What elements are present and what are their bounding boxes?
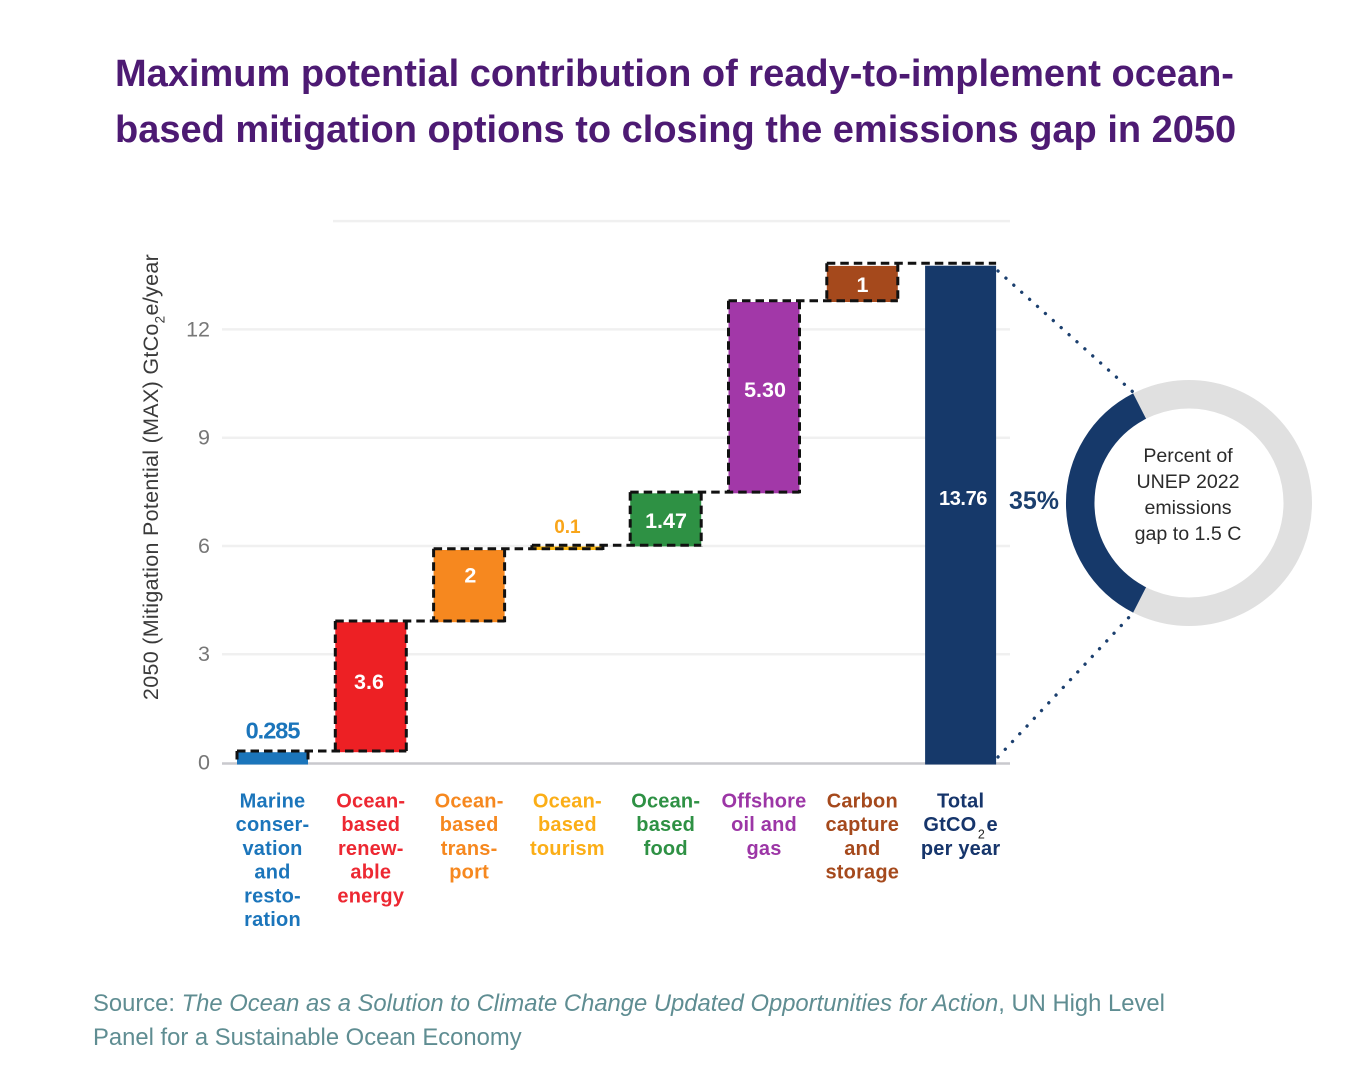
- svg-text:UNEP 2022: UNEP 2022: [1136, 471, 1239, 493]
- svg-text:0.285: 0.285: [246, 718, 301, 744]
- svg-text:3: 3: [198, 642, 210, 666]
- svg-text:Percent of: Percent of: [1143, 445, 1233, 467]
- svg-text:0.1: 0.1: [554, 517, 581, 538]
- svg-text:3.6: 3.6: [354, 670, 384, 694]
- svg-text:5.30: 5.30: [744, 378, 786, 402]
- svg-text:0: 0: [198, 751, 210, 775]
- svg-text:9: 9: [198, 426, 210, 450]
- svg-text:13.76: 13.76: [939, 488, 987, 510]
- svg-text:12: 12: [186, 317, 210, 341]
- svg-text:35%: 35%: [1009, 487, 1059, 515]
- svg-text:emissions: emissions: [1144, 497, 1231, 519]
- svg-text:gap to 1.5 C: gap to 1.5 C: [1135, 523, 1242, 545]
- svg-text:2050 (Mitigation Potential (MA: 2050 (Mitigation Potential (MAX) GtCo2e/…: [139, 254, 168, 700]
- svg-text:6: 6: [198, 534, 210, 558]
- svg-text:1: 1: [857, 273, 869, 297]
- svg-text:1.47: 1.47: [645, 509, 687, 533]
- svg-text:2: 2: [464, 564, 476, 588]
